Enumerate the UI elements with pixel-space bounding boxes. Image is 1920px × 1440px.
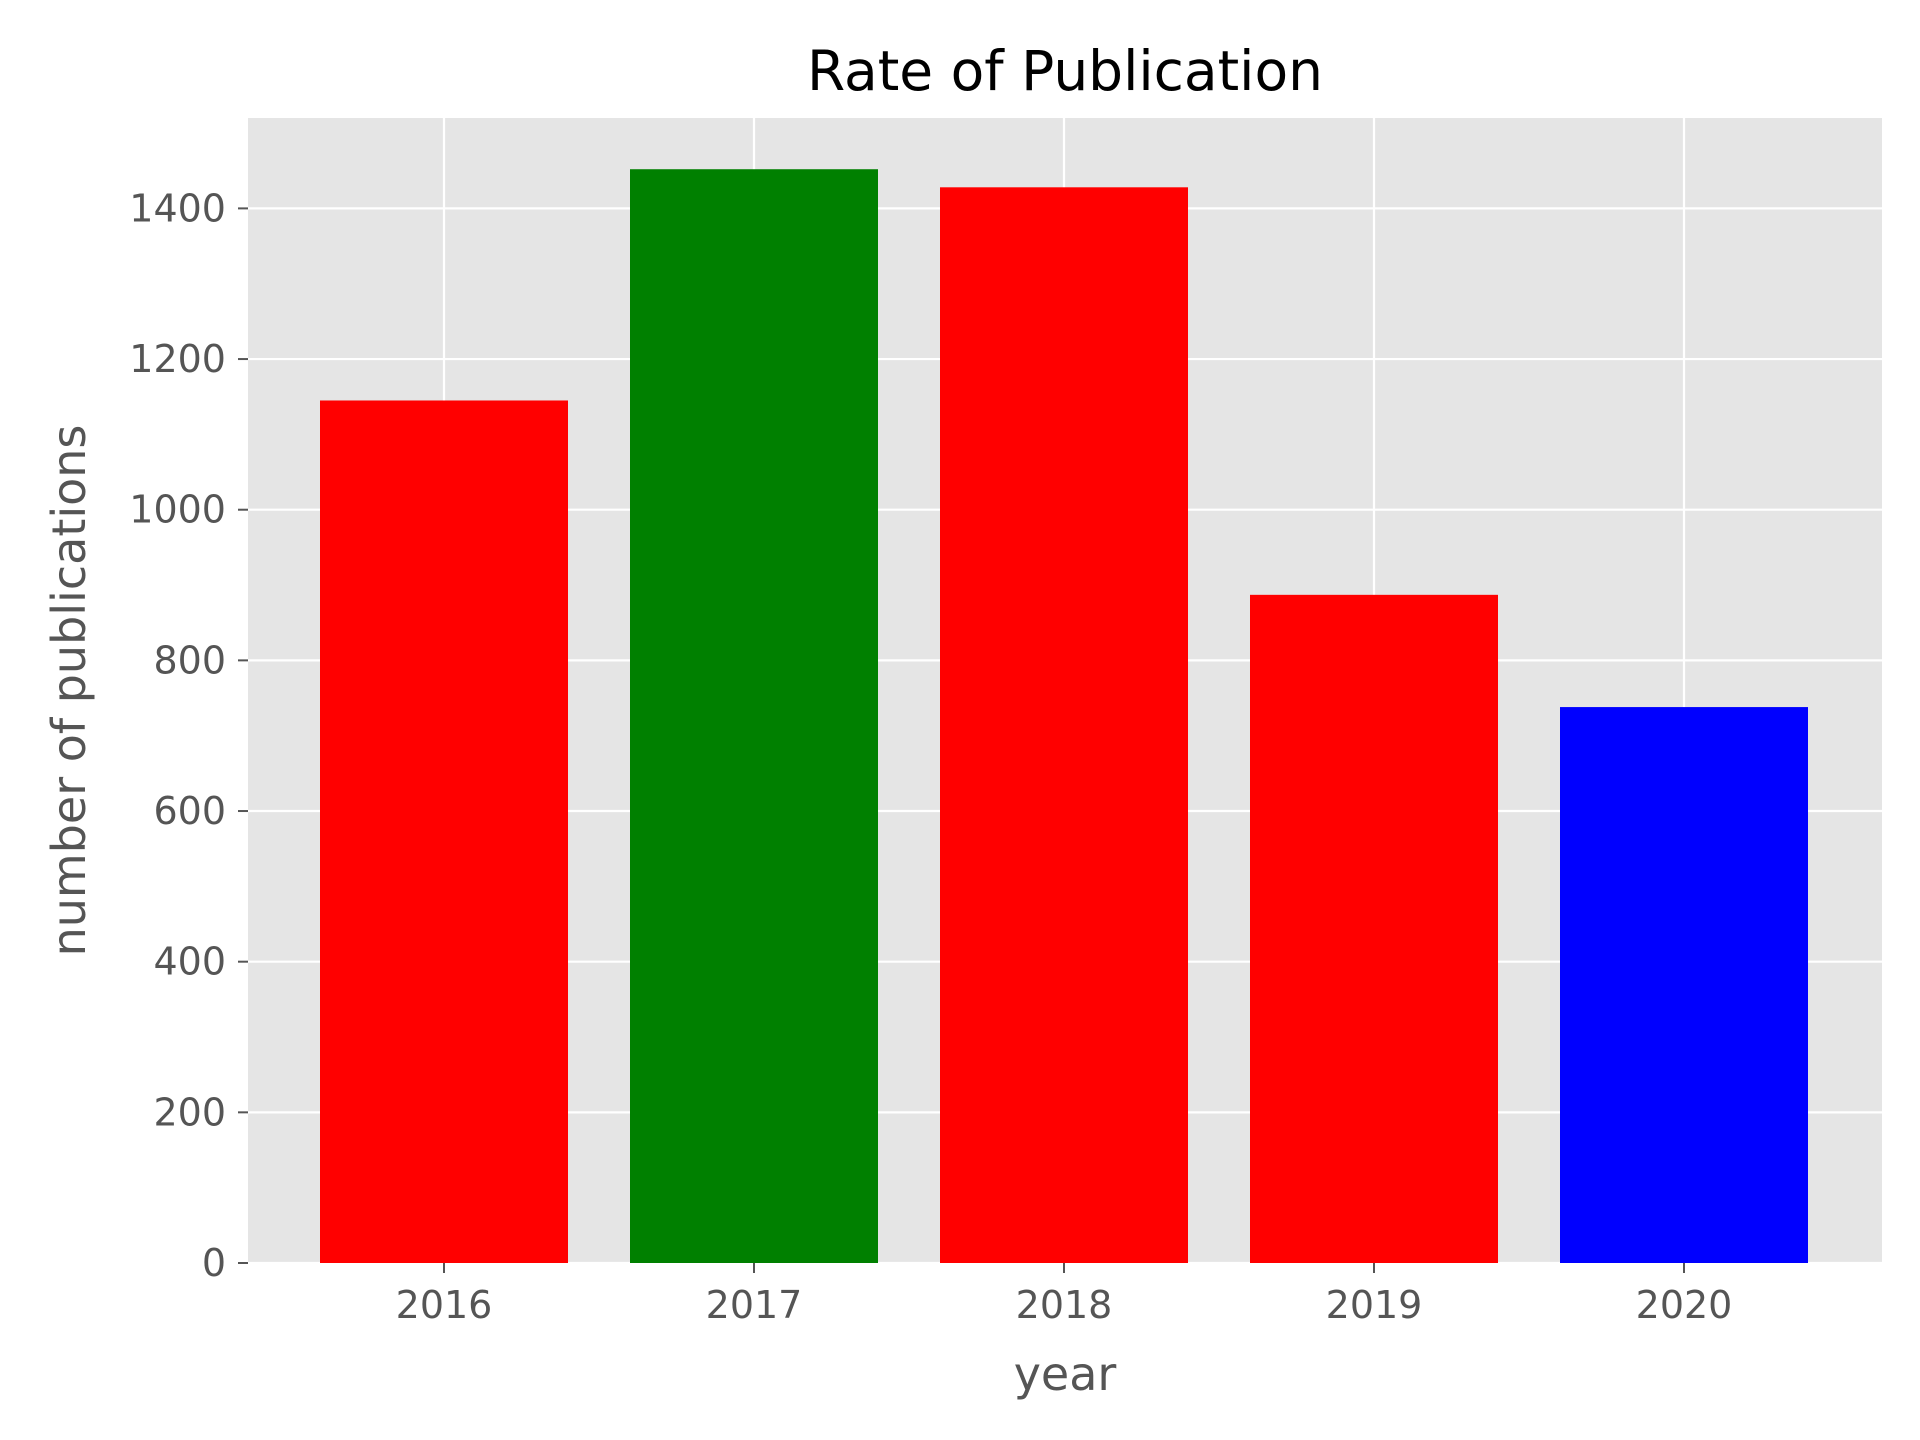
bar-2019 [1250, 594, 1498, 1263]
y-tick-label: 400 [153, 940, 226, 984]
y-axis-ticks: 0 200 400 600 800 1000 1200 1400 [129, 186, 248, 1285]
x-axis-ticks: 2016 2017 2018 2019 2020 [396, 1263, 1733, 1327]
x-tick-label: 2020 [1636, 1283, 1733, 1327]
y-tick-label: 600 [153, 789, 226, 833]
bar-2018 [940, 187, 1188, 1264]
y-axis-label: number of publications [42, 425, 96, 957]
y-tick-label: 1200 [129, 337, 226, 381]
x-axis-label: year [1014, 1347, 1117, 1401]
y-tick-label: 0 [202, 1241, 226, 1285]
x-tick-label: 2016 [396, 1283, 493, 1327]
bar-2017 [630, 169, 878, 1264]
bars [320, 169, 1808, 1264]
x-tick-label: 2019 [1326, 1283, 1423, 1327]
chart-title: Rate of Publication [807, 39, 1323, 103]
x-tick-label: 2018 [1016, 1283, 1113, 1327]
y-tick-label: 800 [153, 638, 226, 682]
y-tick-label: 200 [153, 1090, 226, 1134]
x-tick-label: 2017 [706, 1283, 803, 1327]
bar-2020 [1560, 707, 1808, 1263]
bar-2016 [320, 400, 568, 1264]
y-tick-label: 1000 [129, 488, 226, 532]
y-tick-label: 1400 [129, 186, 226, 230]
